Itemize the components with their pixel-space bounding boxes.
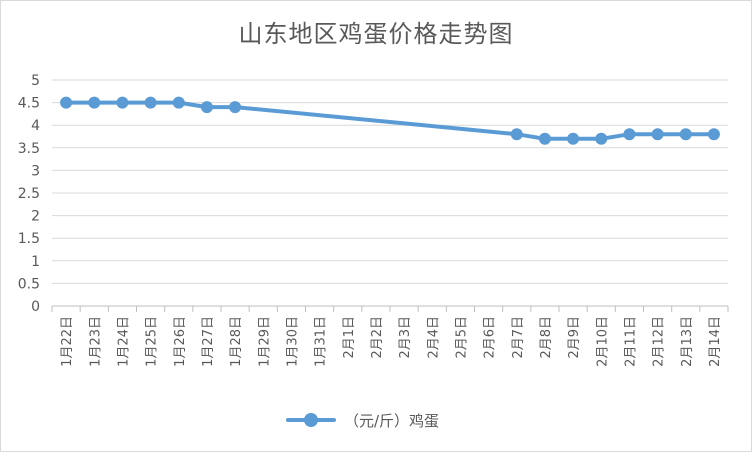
y-tick-label: 4.5 xyxy=(18,96,40,112)
data-point xyxy=(679,128,692,141)
x-tick-label: 1月25日 xyxy=(145,316,160,367)
data-point xyxy=(651,128,664,141)
data-point xyxy=(595,132,608,145)
x-tick-label: 1月22日 xyxy=(60,316,75,367)
x-tick-label: 1月29日 xyxy=(257,316,272,367)
y-tick-label: 0.5 xyxy=(18,276,40,292)
x-tick-label: 2月12日 xyxy=(652,316,667,367)
x-tick-label: 1月30日 xyxy=(285,316,300,367)
x-tick-label: 2月6日 xyxy=(483,316,498,359)
x-axis-ticks: 1月22日 1月23日 1月24日 1月25日 1月26日 1月27日 1月28日 1月29日… xyxy=(60,316,723,367)
data-point xyxy=(510,128,523,141)
x-tick-label: 2月3日 xyxy=(398,316,413,359)
y-tick-label: 2 xyxy=(31,209,40,225)
y-tick-label: 2.5 xyxy=(18,186,40,202)
y-tick-label: 1.5 xyxy=(18,231,40,247)
x-tick-label: 2月5日 xyxy=(454,316,469,359)
x-tick-label: 1月27日 xyxy=(201,316,216,367)
data-point xyxy=(229,101,242,114)
y-tick-label: 5 xyxy=(31,73,40,89)
data-point xyxy=(172,96,185,109)
data-point xyxy=(144,96,157,109)
data-point xyxy=(567,132,580,145)
x-tick-label: 2月4日 xyxy=(426,316,441,359)
y-axis-ticks: 0 0.5 1 1.5 2 2.5 3 3.5 4 4.5 5 xyxy=(18,73,40,315)
y-tick-label: 4 xyxy=(31,118,40,134)
data-point xyxy=(707,128,720,141)
x-tick-label: 2月2日 xyxy=(370,316,385,359)
data-point xyxy=(116,96,129,109)
series-group xyxy=(60,96,720,145)
x-tick-label: 1月24日 xyxy=(116,316,131,367)
x-tick-label: 2月1日 xyxy=(342,316,357,359)
y-tick-label: 3.5 xyxy=(18,141,40,157)
x-tick-label: 2月10日 xyxy=(595,316,610,367)
data-point xyxy=(200,101,213,114)
chart-title: 山东地区鸡蛋价格走势图 xyxy=(238,20,514,48)
x-tick-label: 1月31日 xyxy=(314,316,329,367)
data-point xyxy=(538,132,551,145)
x-tick-label: 2月11日 xyxy=(623,316,638,367)
y-tick-label: 3 xyxy=(31,163,40,179)
x-tick-label: 2月13日 xyxy=(680,316,695,367)
y-tick-label: 1 xyxy=(31,254,40,270)
data-point xyxy=(88,96,101,109)
x-tick-label: 1月28日 xyxy=(229,316,244,367)
x-tick-label: 1月23日 xyxy=(88,316,103,367)
data-point xyxy=(623,128,636,141)
legend-label: （元/斤）鸡蛋 xyxy=(344,411,440,430)
y-tick-label: 0 xyxy=(31,299,40,315)
x-tick-label: 2月9日 xyxy=(567,316,582,359)
gridlines xyxy=(52,79,728,284)
data-point xyxy=(60,96,73,109)
legend: （元/斤）鸡蛋 xyxy=(286,408,439,432)
x-tick-label: 1月26日 xyxy=(173,316,188,367)
series-line xyxy=(64,100,716,141)
legend-marker xyxy=(286,412,336,428)
x-tick-label: 2月8日 xyxy=(539,316,554,359)
x-tick-label: 2月14日 xyxy=(708,316,723,367)
x-tick-label: 2月7日 xyxy=(511,316,526,359)
x-axis xyxy=(51,305,729,312)
